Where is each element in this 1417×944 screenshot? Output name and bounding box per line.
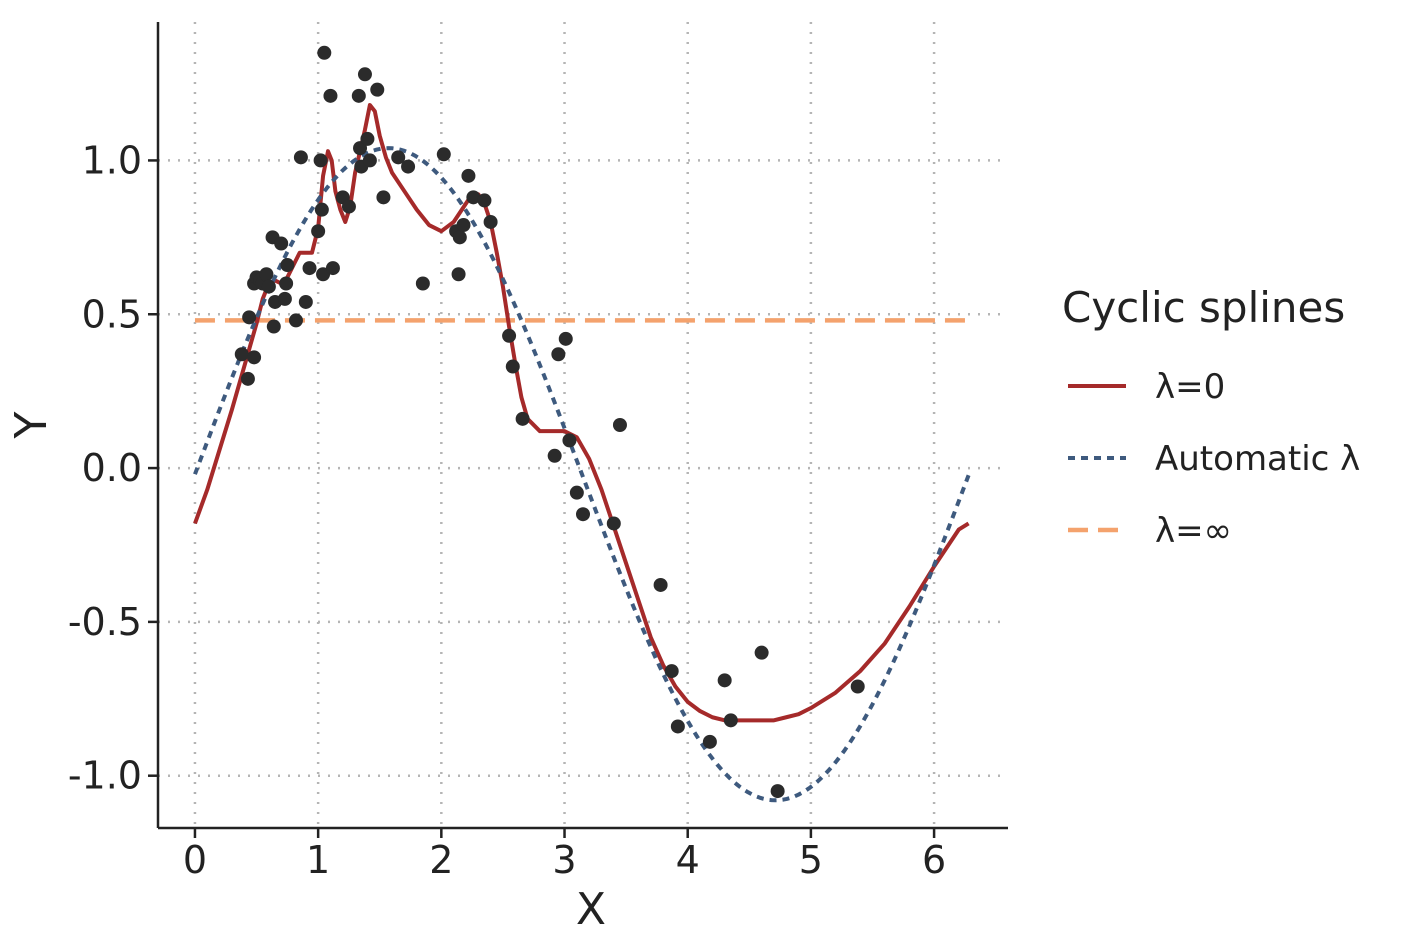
x-tick-label: 3	[552, 838, 576, 882]
x-tick-label: 1	[306, 838, 330, 882]
data-point	[664, 664, 679, 679]
y-tick-label: -0.5	[68, 600, 142, 644]
data-point	[569, 485, 584, 500]
data-point	[240, 371, 255, 386]
x-tick-label: 5	[799, 838, 823, 882]
legend-label: λ=0	[1155, 367, 1225, 407]
data-point	[360, 131, 375, 146]
data-point	[266, 319, 281, 334]
y-tick-label: 1.0	[82, 138, 142, 182]
x-axis-title: X	[576, 884, 606, 935]
data-point	[558, 331, 573, 346]
data-point	[452, 230, 467, 245]
data-point	[723, 713, 738, 728]
data-point	[477, 193, 492, 208]
series-line	[193, 103, 970, 723]
y-tick-label: 0.0	[82, 446, 142, 490]
data-point	[770, 784, 785, 799]
legend-label: λ=∞	[1155, 511, 1232, 551]
legend-label: Automatic λ	[1155, 439, 1360, 479]
data-points	[234, 45, 865, 799]
data-point	[323, 88, 338, 103]
legend: Cyclic splines λ=0 Automatic λ λ=∞	[1062, 283, 1360, 551]
data-point	[362, 153, 377, 168]
x-ticks: 0 1 2 3 4 5 6	[183, 828, 946, 882]
data-point	[653, 577, 668, 592]
data-point	[351, 88, 366, 103]
data-point	[670, 719, 685, 734]
data-point	[505, 359, 520, 374]
data-point	[547, 448, 562, 463]
data-point	[247, 350, 262, 365]
axes	[156, 22, 1008, 830]
data-point	[357, 67, 372, 82]
data-point	[314, 202, 329, 217]
data-point	[288, 313, 303, 328]
series-line	[193, 146, 971, 803]
data-point	[341, 199, 356, 214]
data-point	[456, 218, 471, 233]
data-point	[242, 310, 257, 325]
data-point	[850, 679, 865, 694]
data-point	[515, 411, 530, 426]
data-point	[234, 347, 249, 362]
data-point	[259, 267, 274, 282]
data-point	[293, 150, 308, 165]
x-tick-label: 0	[183, 838, 207, 882]
y-tick-label: 0.5	[82, 292, 142, 336]
data-point	[325, 261, 340, 276]
data-point	[606, 516, 621, 531]
data-point	[415, 276, 430, 291]
data-point	[502, 328, 517, 343]
x-tick-label: 4	[676, 838, 700, 882]
legend-entries: λ=0 Automatic λ λ=∞	[1068, 367, 1360, 551]
data-point	[483, 214, 498, 229]
grid	[158, 22, 1008, 828]
data-point	[370, 82, 385, 97]
y-tick-label: -1.0	[68, 754, 142, 798]
data-point	[562, 433, 577, 448]
data-point	[551, 347, 566, 362]
data-point	[401, 159, 416, 174]
data-point	[576, 507, 590, 522]
data-point	[466, 190, 481, 205]
data-point	[754, 645, 769, 660]
legend-title: Cyclic splines	[1062, 283, 1345, 332]
data-point	[612, 418, 627, 432]
series-layer	[193, 103, 971, 803]
data-point	[451, 267, 466, 282]
data-point	[279, 276, 294, 291]
data-point	[311, 224, 326, 239]
data-point	[461, 168, 476, 183]
data-point	[717, 673, 732, 688]
data-point	[313, 153, 328, 168]
data-point	[391, 150, 406, 165]
data-point	[436, 147, 451, 162]
data-point	[702, 734, 717, 749]
data-point	[280, 258, 295, 273]
y-axis-title: Y	[6, 411, 57, 439]
data-point	[277, 291, 292, 306]
x-tick-label: 2	[429, 838, 453, 882]
data-point	[298, 294, 313, 309]
data-point	[302, 261, 317, 276]
y-ticks: -1.0 -0.5 0.0 0.5 1.0	[68, 138, 158, 798]
data-point	[376, 190, 391, 205]
x-tick-label: 6	[922, 838, 946, 882]
data-point	[261, 279, 276, 294]
data-point	[317, 45, 332, 60]
data-point	[274, 236, 289, 251]
